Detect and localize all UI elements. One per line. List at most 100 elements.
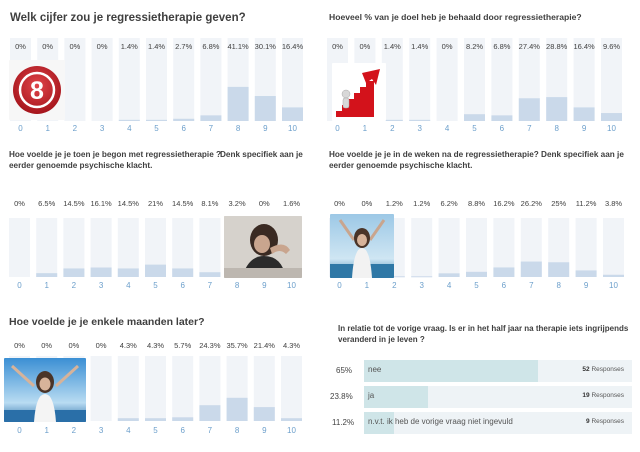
bar-track bbox=[91, 38, 113, 121]
badge-number: 8 bbox=[30, 77, 44, 105]
hbar-fill bbox=[364, 412, 395, 434]
bar-track bbox=[409, 38, 431, 121]
x-tick-label: 4 bbox=[126, 281, 131, 290]
bar-value-label: 1.4% bbox=[148, 42, 165, 51]
chart-panel-q6: In relatie tot de vorige vraag. Is er in… bbox=[320, 302, 640, 452]
x-tick-label: 0 bbox=[18, 124, 23, 133]
bar-8 bbox=[548, 262, 570, 277]
x-tick-label: 1 bbox=[45, 124, 50, 133]
bar-value-label: 24.3% bbox=[199, 341, 221, 350]
x-tick-label: 8 bbox=[556, 281, 561, 290]
x-tick-label: 4 bbox=[127, 124, 132, 133]
bar-value-label: 6.5% bbox=[38, 199, 55, 208]
hbar-option-label: nee bbox=[368, 365, 382, 374]
bar-value-label: 0% bbox=[359, 42, 370, 51]
bar-value-label: 16.2% bbox=[493, 199, 515, 208]
bar-value-label: 0% bbox=[14, 341, 25, 350]
x-tick-label: 8 bbox=[235, 426, 240, 435]
bar-track bbox=[199, 356, 221, 421]
bar-10 bbox=[281, 418, 302, 421]
bar-track bbox=[172, 356, 194, 421]
bar-value-label: 1.2% bbox=[413, 199, 430, 208]
bar-8 bbox=[226, 397, 248, 421]
hbar-fill bbox=[364, 386, 428, 408]
hbar-row: 23.8% ja 19 Responses bbox=[320, 386, 640, 410]
bar-track bbox=[575, 218, 597, 277]
bar-value-label: 14.5% bbox=[118, 199, 140, 208]
bar-track bbox=[466, 218, 487, 277]
bar-value-label: 0% bbox=[442, 42, 453, 51]
bar-value-label: 4.3% bbox=[120, 341, 137, 350]
hbar-row: 65% nee 52 Responses bbox=[320, 360, 640, 384]
chart-title: Hoe voelde je je in de weken na de regre… bbox=[329, 150, 624, 159]
x-tick-label: 10 bbox=[607, 124, 616, 133]
bar-8 bbox=[227, 86, 249, 121]
bar-value-label: 21.4% bbox=[254, 341, 276, 350]
chart-title-extra: Denk specifiek aan je bbox=[220, 150, 303, 159]
bar-7 bbox=[199, 272, 221, 277]
number-8-badge-icon: 8 bbox=[9, 60, 65, 120]
x-tick-label: 6 bbox=[180, 426, 185, 435]
x-tick-label: 7 bbox=[209, 124, 214, 133]
bar-track bbox=[90, 356, 112, 421]
bar-value-label: 25% bbox=[551, 199, 566, 208]
chart-title: Hoeveel % van je doel heb je behaald doo… bbox=[329, 12, 582, 22]
x-tick-label: 1 bbox=[365, 281, 370, 290]
x-tick-label: 5 bbox=[154, 124, 159, 133]
bar-value-label: 0% bbox=[334, 199, 345, 208]
bar-7 bbox=[520, 261, 542, 277]
chart-title: Hoe voelde je je toen je begon met regre… bbox=[9, 150, 222, 159]
hbar-fill bbox=[364, 360, 539, 382]
bar-value-label: 0% bbox=[14, 199, 25, 208]
x-tick-label: 6 bbox=[500, 124, 505, 133]
bar-value-label: 9.6% bbox=[603, 42, 620, 51]
x-tick-label: 7 bbox=[208, 426, 213, 435]
chart-title: Welk cijfer zou je regressietherapie gev… bbox=[10, 12, 246, 24]
x-tick-label: 2 bbox=[72, 281, 77, 290]
bar-4 bbox=[117, 418, 139, 421]
bar-value-label: 21% bbox=[148, 199, 163, 208]
x-tick-label: 3 bbox=[99, 426, 104, 435]
bar-value-label: 0% bbox=[332, 42, 343, 51]
bar-value-label: 0% bbox=[41, 341, 52, 350]
bar-value-label: 5.7% bbox=[174, 341, 191, 350]
bar-value-label: 4.3% bbox=[283, 341, 300, 350]
bar-3 bbox=[90, 267, 112, 277]
bar-5 bbox=[145, 264, 166, 277]
bar-2 bbox=[381, 119, 403, 121]
bar-value-label: 0% bbox=[69, 42, 80, 51]
bar-value-label: 6.8% bbox=[202, 42, 219, 51]
bar-track bbox=[411, 218, 433, 277]
bar-track bbox=[464, 38, 485, 121]
hbar-track: ja 19 Responses bbox=[364, 386, 632, 408]
x-tick-label: 0 bbox=[17, 281, 22, 290]
x-tick-label: 6 bbox=[180, 281, 185, 290]
x-tick-label: 6 bbox=[181, 124, 186, 133]
x-tick-label: 3 bbox=[417, 124, 422, 133]
x-tick-label: 7 bbox=[529, 281, 534, 290]
x-tick-label: 2 bbox=[73, 124, 78, 133]
bar-3 bbox=[409, 119, 431, 121]
chart-title: Hoe voelde je je enkele maanden later? bbox=[9, 316, 205, 328]
bar-track bbox=[172, 218, 194, 277]
bar-value-label: 14.5% bbox=[172, 199, 194, 208]
bar-10 bbox=[282, 107, 303, 121]
bar-value-label: 0% bbox=[42, 42, 53, 51]
bar-value-label: 4.3% bbox=[147, 341, 164, 350]
chart-panel-q1: Welk cijfer zou je regressietherapie gev… bbox=[0, 0, 310, 150]
bar-track bbox=[117, 356, 139, 421]
bar-7 bbox=[518, 98, 540, 121]
bar-7 bbox=[200, 115, 222, 121]
bar-value-label: 1.6% bbox=[283, 199, 300, 208]
bar-1 bbox=[36, 273, 58, 277]
bar-track bbox=[603, 218, 624, 277]
bar-value-label: 14.5% bbox=[63, 199, 85, 208]
hbar-track: n.v.t. ik heb de vorige vraag niet ingev… bbox=[364, 412, 632, 434]
hbar-pct: 11.2% bbox=[332, 418, 355, 427]
bar-value-label: 35.7% bbox=[226, 341, 248, 350]
bar-track bbox=[601, 38, 622, 121]
bar-6 bbox=[491, 115, 513, 121]
bar-track bbox=[63, 218, 85, 277]
x-tick-label: 5 bbox=[153, 426, 158, 435]
bar-chart-q3: 0% 0 6.5% 1 14.5% 2 16.1% 3 14.5% 4 21% 5 14.5% 6 8.1%… bbox=[9, 199, 302, 290]
